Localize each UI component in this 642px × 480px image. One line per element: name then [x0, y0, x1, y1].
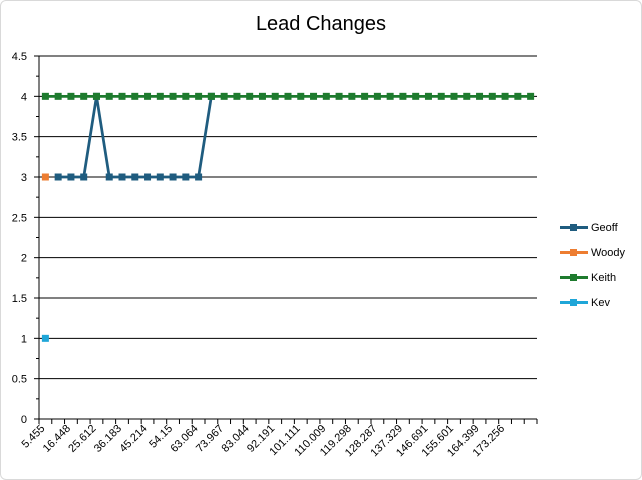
data-point-keith	[373, 92, 381, 100]
data-point-keith	[41, 92, 49, 100]
y-tick-label: 0.5	[12, 374, 27, 386]
data-point-kev	[41, 334, 49, 342]
chart-title: Lead Changes	[255, 13, 387, 35]
data-point-geoff	[80, 173, 88, 181]
x-tick-label: 25.612	[66, 423, 98, 455]
chart-legend: Geoff Woody Keith Kev	[560, 215, 625, 315]
data-point-keith	[182, 92, 190, 100]
data-point-keith	[144, 92, 152, 100]
data-point-keith	[156, 92, 164, 100]
data-point-keith	[399, 92, 407, 100]
legend-swatch-woody	[560, 248, 588, 258]
data-point-keith	[105, 92, 113, 100]
data-point-geoff	[67, 173, 75, 181]
data-point-keith	[169, 92, 177, 100]
data-point-keith	[92, 92, 100, 100]
data-point-keith	[463, 92, 471, 100]
legend-label-kev: Kev	[591, 296, 610, 309]
data-point-keith	[412, 92, 420, 100]
x-tick-label: 83.044	[220, 423, 252, 455]
legend-item-kev: Kev	[560, 290, 625, 315]
y-tick-label: 3	[21, 172, 27, 184]
y-tick-label: 4	[21, 91, 27, 103]
legend-label-keith: Keith	[591, 271, 617, 284]
x-tick-label: 45.214	[117, 423, 149, 455]
data-point-woody	[41, 173, 49, 181]
data-point-geoff	[118, 173, 126, 181]
y-tick-label: 0	[21, 414, 27, 426]
data-point-keith	[258, 92, 266, 100]
data-point-keith	[80, 92, 88, 100]
legend-swatch-kev	[560, 298, 588, 308]
y-tick-label: 3.5	[12, 132, 27, 144]
data-point-keith	[348, 92, 356, 100]
data-point-keith	[335, 92, 343, 100]
data-point-geoff	[54, 173, 62, 181]
data-point-keith	[310, 92, 318, 100]
data-point-keith	[297, 92, 305, 100]
legend-label-woody: Woody	[591, 246, 626, 259]
legend-swatch-keith	[560, 273, 588, 283]
data-point-keith	[220, 92, 228, 100]
legend-item-keith: Keith	[560, 265, 625, 290]
data-point-geoff	[131, 173, 139, 181]
data-point-keith	[246, 92, 254, 100]
data-point-keith	[501, 92, 509, 100]
data-point-keith	[118, 92, 126, 100]
data-point-keith	[386, 92, 394, 100]
data-point-geoff	[156, 173, 164, 181]
legend-swatch-geoff	[560, 223, 588, 233]
data-point-geoff	[105, 173, 113, 181]
data-point-keith	[271, 92, 279, 100]
data-point-keith	[207, 92, 215, 100]
data-point-keith	[424, 92, 432, 100]
legend-item-woody: Woody	[560, 240, 625, 265]
data-point-geoff	[169, 173, 177, 181]
data-point-keith	[514, 92, 522, 100]
data-point-keith	[67, 92, 75, 100]
data-point-keith	[450, 92, 458, 100]
data-point-keith	[284, 92, 292, 100]
x-tick-label: 36.183	[92, 423, 124, 455]
x-tick-label: 73.967	[194, 423, 226, 455]
x-tick-label: 16.448	[41, 423, 73, 455]
data-point-keith	[195, 92, 203, 100]
data-point-keith	[322, 92, 330, 100]
legend-label-geoff: Geoff	[591, 221, 618, 234]
y-tick-label: 1	[21, 333, 27, 345]
y-tick-label: 2.5	[12, 212, 27, 224]
y-tick-label: 4.5	[12, 51, 27, 63]
data-point-keith	[361, 92, 369, 100]
y-tick-label: 2	[21, 253, 27, 265]
data-point-keith	[233, 92, 241, 100]
legend-item-geoff: Geoff	[560, 215, 625, 240]
data-point-keith	[131, 92, 139, 100]
data-point-geoff	[182, 173, 190, 181]
data-point-keith	[476, 92, 484, 100]
data-point-keith	[527, 92, 535, 100]
data-point-keith	[488, 92, 496, 100]
data-point-geoff	[195, 173, 203, 181]
data-point-geoff	[144, 173, 152, 181]
data-point-keith	[54, 92, 62, 100]
x-tick-label: 63.064	[168, 423, 200, 455]
y-tick-label: 1.5	[12, 293, 27, 305]
data-point-keith	[437, 92, 445, 100]
